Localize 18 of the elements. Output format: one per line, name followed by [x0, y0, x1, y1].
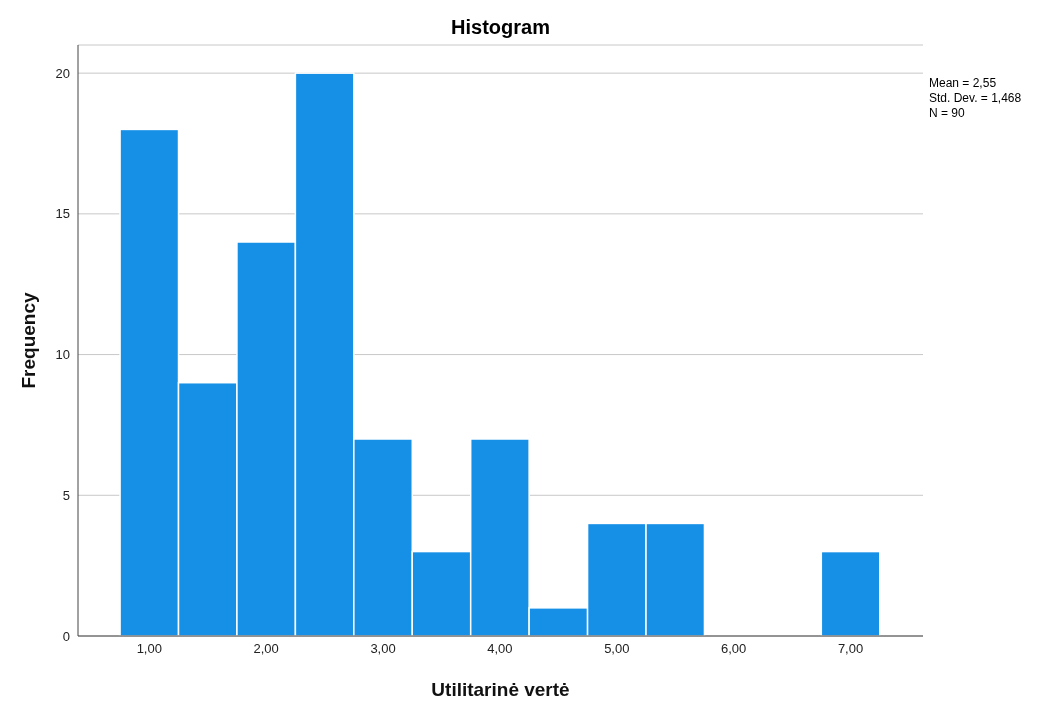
y-tick-label: 10 — [55, 347, 70, 363]
y-tick-label: 20 — [55, 65, 70, 81]
text: Mean = 2,55 — [929, 76, 998, 91]
text: Std. Dev. = 1,468 — [929, 91, 1022, 106]
x-tick-label: 7,00 — [837, 641, 864, 657]
x-tick-label: 5,00 — [604, 641, 630, 657]
y-tick-label: 5 — [62, 487, 70, 503]
y-tick-label: 0 — [62, 628, 70, 644]
x-axis-title: Utilitarinė vertė — [431, 679, 570, 700]
x-tick-label: 2,00 — [253, 641, 279, 657]
x-tick-label: 4,00 — [487, 641, 513, 657]
x-tick-label: 1,00 — [136, 641, 162, 657]
y-tick-label: 15 — [55, 206, 70, 222]
chart-title: Histogram — [450, 16, 551, 39]
x-tick-label: 3,00 — [370, 641, 396, 657]
x-tick-label: 6,00 — [721, 641, 747, 657]
text: N = 90 — [929, 106, 966, 121]
y-axis-title: Frequency — [17, 292, 39, 389]
